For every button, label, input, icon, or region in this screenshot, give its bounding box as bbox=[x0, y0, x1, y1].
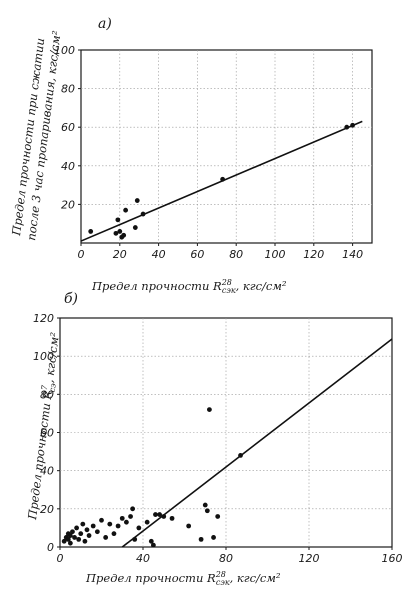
data-point bbox=[144, 519, 150, 525]
data-point bbox=[169, 515, 175, 521]
data-point bbox=[119, 515, 125, 521]
panel-a-y-ticks: 20 40 60 80 100 bbox=[54, 44, 81, 211]
data-point bbox=[157, 512, 163, 517]
data-point bbox=[136, 525, 142, 531]
data-point bbox=[211, 535, 216, 540]
data-point bbox=[67, 540, 73, 546]
y-tick-label: 20 bbox=[61, 198, 75, 211]
y-tick-label: 60 bbox=[61, 121, 75, 134]
y-tick-label: 60 bbox=[40, 427, 54, 440]
panel-a-label: а) bbox=[98, 16, 112, 32]
data-point bbox=[82, 538, 88, 544]
data-point bbox=[132, 225, 138, 230]
data-point bbox=[215, 514, 221, 519]
data-point bbox=[202, 502, 208, 508]
data-point bbox=[130, 506, 136, 512]
data-point bbox=[344, 124, 350, 130]
y-tick-label: 100 bbox=[33, 350, 54, 363]
data-point bbox=[238, 453, 243, 458]
panel-b-trend-line bbox=[121, 338, 393, 548]
data-point bbox=[74, 525, 79, 531]
panel-b-x-axis-label: Предел прочности R28 сэк, кгс/см² bbox=[85, 570, 281, 587]
x-tick-label: 80 bbox=[219, 552, 233, 565]
data-point bbox=[148, 538, 154, 544]
data-point bbox=[70, 529, 75, 535]
data-point bbox=[150, 542, 156, 548]
panel-a-data-points bbox=[88, 122, 355, 240]
chart-panel-a: а) 0 20 40 60 80 100 120 140 20 40 60 80 100 Предел… bbox=[9, 16, 373, 295]
data-point bbox=[67, 533, 73, 538]
data-point bbox=[113, 230, 119, 236]
data-point bbox=[115, 523, 121, 529]
panel-b-data-points bbox=[61, 407, 243, 548]
data-point bbox=[124, 519, 129, 525]
data-point bbox=[115, 217, 121, 223]
data-point bbox=[111, 531, 117, 537]
panel-b-y-ticks: 0 20 40 60 80 100 120 bbox=[33, 312, 60, 554]
panel-a-x-ticks: 0 20 40 60 80 100 120 140 bbox=[78, 243, 363, 261]
x-tick-label: 160 bbox=[382, 552, 403, 565]
data-point bbox=[117, 229, 123, 234]
data-point bbox=[76, 536, 82, 542]
data-point bbox=[78, 531, 84, 537]
y-tick-label: 40 bbox=[61, 160, 75, 173]
data-point bbox=[61, 538, 67, 544]
x-tick-label: 0 bbox=[78, 248, 85, 261]
data-point bbox=[84, 527, 90, 533]
x-tick-label: 80 bbox=[229, 248, 243, 261]
y-tick-label: 40 bbox=[40, 465, 54, 478]
y-tick-label: 80 bbox=[40, 388, 54, 401]
data-point bbox=[72, 535, 77, 540]
x-tick-label: 100 bbox=[265, 248, 286, 261]
data-point bbox=[99, 517, 104, 523]
y-tick-label: 0 bbox=[47, 541, 54, 554]
x-tick-label: 40 bbox=[152, 248, 166, 261]
panel-b-grid bbox=[60, 318, 392, 547]
data-point bbox=[204, 508, 210, 514]
data-point bbox=[153, 512, 158, 517]
data-point bbox=[86, 533, 92, 538]
chart-panel-b: б) 0 40 80 120 160 0 20 40 60 80 100 120 Предел пр… bbox=[24, 291, 403, 587]
data-point bbox=[107, 521, 113, 527]
panel-a-plot-frame bbox=[80, 49, 373, 244]
x-tick-label: 60 bbox=[190, 248, 204, 261]
panel-b-x-ticks: 0 40 80 120 160 bbox=[57, 547, 403, 565]
data-point bbox=[198, 536, 204, 542]
panel-b-y-axis-label: Предел прочности R7сэ, кгс/см² bbox=[24, 331, 64, 522]
data-point bbox=[161, 514, 167, 519]
data-point bbox=[134, 198, 140, 203]
x-tick-label: 40 bbox=[136, 552, 150, 565]
data-point bbox=[220, 176, 226, 182]
data-point bbox=[123, 207, 129, 213]
x-tick-label: 120 bbox=[303, 248, 324, 261]
data-point bbox=[94, 529, 100, 535]
data-point bbox=[207, 407, 212, 412]
data-point bbox=[140, 211, 146, 217]
x-tick-label: 0 bbox=[57, 552, 64, 565]
panel-a-x-axis-label: Предел прочности R28 сэк, кгс/см² bbox=[91, 278, 287, 295]
data-point bbox=[65, 536, 71, 542]
data-point bbox=[90, 523, 96, 529]
panel-a-grid bbox=[81, 50, 372, 243]
y-tick-label: 80 bbox=[61, 83, 75, 96]
data-point bbox=[103, 535, 109, 540]
panel-b-label: б) bbox=[64, 291, 78, 307]
data-point bbox=[88, 229, 94, 234]
x-tick-label: 120 bbox=[299, 552, 320, 565]
data-point bbox=[350, 122, 355, 128]
data-point bbox=[186, 523, 192, 529]
data-point bbox=[121, 232, 127, 238]
data-point bbox=[132, 536, 138, 542]
data-point bbox=[80, 521, 86, 527]
y-tick-label: 100 bbox=[54, 44, 75, 57]
y-tick-label: 120 bbox=[33, 312, 54, 325]
y-tick-label: 20 bbox=[40, 503, 54, 516]
x-tick-label: 140 bbox=[342, 248, 363, 261]
data-point bbox=[128, 514, 133, 519]
x-tick-label: 20 bbox=[113, 248, 127, 261]
